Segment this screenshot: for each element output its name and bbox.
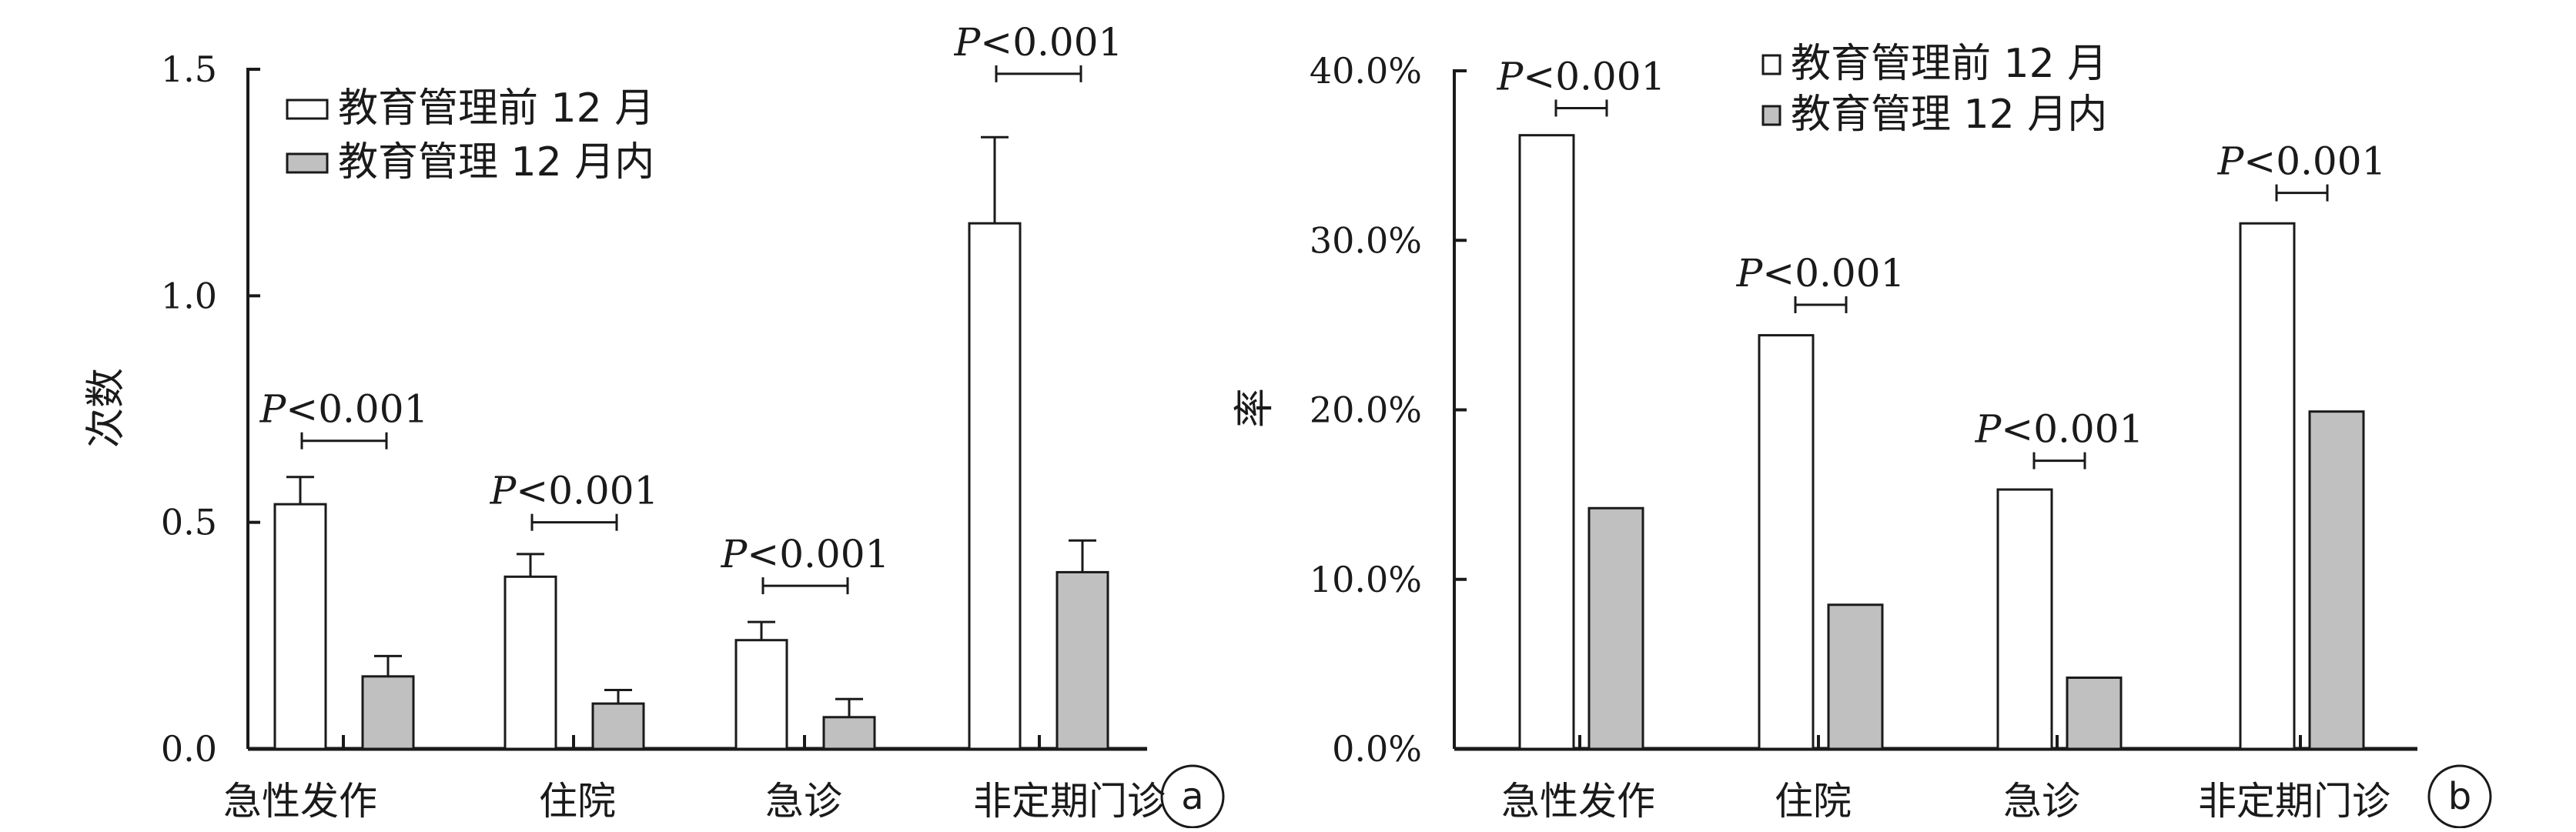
significance-label: P<0.001 xyxy=(1736,251,1905,296)
y-tick-label: 1.0 xyxy=(161,275,217,316)
p-symbol: P xyxy=(1975,407,2002,452)
x-tick-label: 非定期门诊 xyxy=(2198,779,2390,824)
x-tick-label: 急性发作 xyxy=(223,779,377,824)
significance-label: P<0.001 xyxy=(721,532,890,576)
p-value: <0.001 xyxy=(1523,54,1665,99)
x-tick-label: 住院 xyxy=(539,779,616,824)
bar xyxy=(2239,222,2296,750)
y-axis-label: 率 xyxy=(1232,388,1278,428)
p-value: <0.001 xyxy=(1762,251,1905,296)
y-axis-label: 次数 xyxy=(83,368,129,448)
y-tick-label: 0.5 xyxy=(161,502,217,543)
y-tick-label: 10.0% xyxy=(1310,559,1422,600)
p-symbol: P xyxy=(721,532,748,576)
x-tick-label: 急诊 xyxy=(2003,779,2080,824)
y-tick-label: 0.0 xyxy=(161,728,217,770)
bar xyxy=(503,575,557,750)
bar xyxy=(968,222,1022,750)
panel-label-circle xyxy=(1160,764,1225,829)
y-tick-label: 1.5 xyxy=(161,48,217,90)
p-symbol: P xyxy=(2217,139,2245,184)
bar xyxy=(1758,334,1815,750)
p-symbol: P xyxy=(259,387,287,432)
p-value: <0.001 xyxy=(516,469,658,513)
y-tick-label: 20.0% xyxy=(1310,389,1422,431)
bar xyxy=(591,702,645,750)
bar xyxy=(1996,488,2053,750)
p-symbol: P xyxy=(1736,251,1764,296)
p-symbol: P xyxy=(954,20,982,65)
bar xyxy=(822,716,876,750)
legend-swatch xyxy=(1761,54,1781,75)
bar xyxy=(1055,570,1109,750)
x-tick-label: 住院 xyxy=(1775,779,1852,824)
p-symbol: P xyxy=(490,469,517,513)
panel-label: b xyxy=(2448,775,2471,818)
p-value: <0.001 xyxy=(2001,407,2143,452)
panel-label: a xyxy=(1181,775,1203,818)
bar xyxy=(1827,603,1884,750)
bar xyxy=(361,675,415,750)
legend-label: 教育管理 12 月内 xyxy=(338,139,654,185)
p-value: <0.001 xyxy=(980,20,1122,65)
significance-label: P<0.001 xyxy=(490,469,659,513)
significance-label: P<0.001 xyxy=(2217,139,2387,184)
legend-label: 教育管理前 12 月 xyxy=(1791,41,2107,87)
bar xyxy=(734,639,788,750)
legend-label: 教育管理 12 月内 xyxy=(1791,92,2107,138)
y-tick-label: 30.0% xyxy=(1310,219,1422,261)
p-value: <0.001 xyxy=(2243,139,2386,184)
x-tick-label: 急性发作 xyxy=(1501,779,1655,824)
p-value: <0.001 xyxy=(286,387,428,432)
legend-swatch xyxy=(1761,105,1781,126)
bar xyxy=(2066,676,2123,750)
legend-swatch xyxy=(286,152,329,174)
significance-label: P<0.001 xyxy=(1497,54,1666,99)
legend-swatch xyxy=(286,99,329,120)
bar xyxy=(1518,134,1575,750)
legend-label: 教育管理前 12 月 xyxy=(338,85,654,132)
significance-label: P<0.001 xyxy=(1975,407,2144,452)
significance-label: P<0.001 xyxy=(259,387,429,432)
p-value: <0.001 xyxy=(747,532,889,576)
x-tick-label: 非定期门诊 xyxy=(973,779,1166,824)
y-tick-label: 0.0% xyxy=(1332,728,1422,770)
p-symbol: P xyxy=(1497,54,1524,99)
y-tick-label: 40.0% xyxy=(1310,50,1422,92)
panel-label-circle xyxy=(2427,764,2492,829)
significance-label: P<0.001 xyxy=(954,20,1123,65)
bar xyxy=(2308,410,2365,750)
x-tick-label: 急诊 xyxy=(765,779,842,824)
bar xyxy=(273,503,327,750)
bar xyxy=(1587,506,1644,750)
